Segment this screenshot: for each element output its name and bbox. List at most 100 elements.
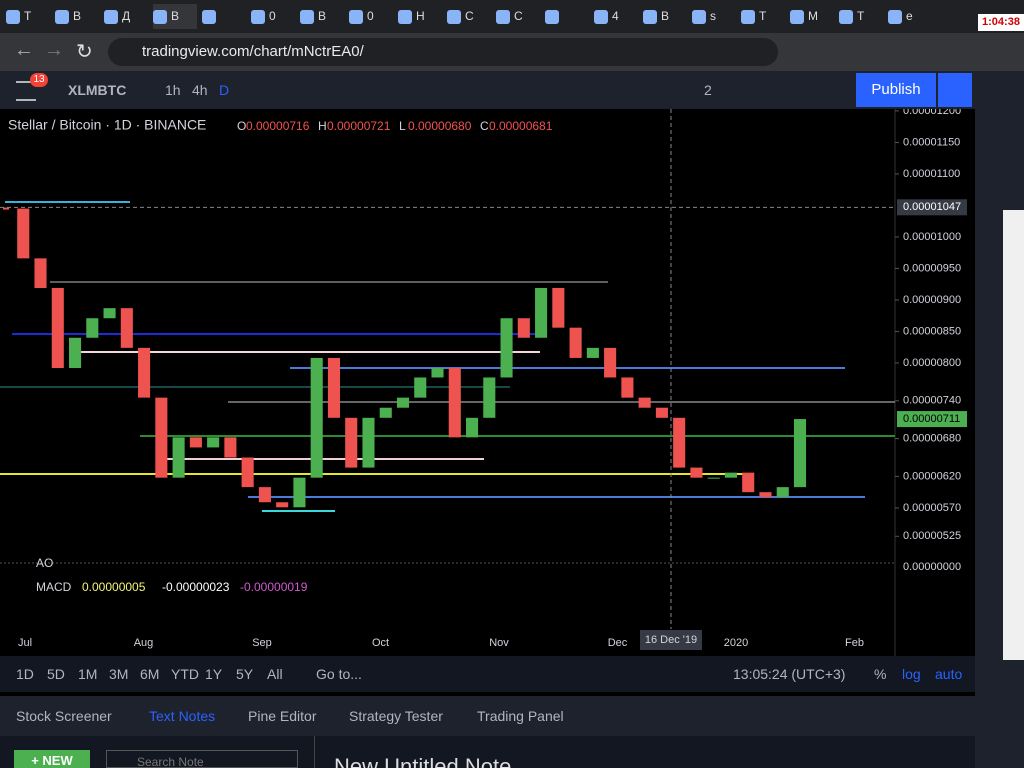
candle <box>138 347 151 398</box>
background-window <box>1003 210 1024 660</box>
toolbar: 13 XLMBTC 1h 4h D 2 Publish <box>0 71 975 109</box>
range-button[interactable]: 6M <box>140 666 160 682</box>
panel-tab[interactable]: Stock Screener <box>16 708 112 724</box>
browser-tab[interactable]: В <box>55 4 99 29</box>
candle <box>569 327 582 358</box>
macd-value: 0.00000005 <box>82 580 146 594</box>
browser-tab[interactable]: В <box>643 4 687 29</box>
browser-tab[interactable]: В <box>300 4 344 29</box>
candle <box>621 377 634 398</box>
time: 13:05:24 (UTC+3) <box>733 666 846 682</box>
price-tag <box>897 199 967 216</box>
publish-button[interactable]: Publish <box>856 73 936 107</box>
range-button[interactable]: 1D <box>16 666 34 682</box>
macd-value: -0.00000019 <box>240 580 308 594</box>
candle <box>742 472 755 493</box>
tab-title: e <box>906 9 913 23</box>
divider <box>314 736 315 768</box>
browser-tab[interactable]: T <box>6 4 50 29</box>
panel-tabs: Stock Screener Text Notes Pine Editor Strat… <box>0 696 975 736</box>
browser-tab[interactable] <box>545 4 589 29</box>
range-button[interactable]: All <box>267 666 283 682</box>
range-button[interactable]: 3M <box>109 666 129 682</box>
interval[interactable]: 1h <box>165 82 181 98</box>
browser-tab[interactable]: Н <box>398 4 442 29</box>
ohlc-key: L <box>399 119 406 133</box>
browser-tab[interactable]: M <box>790 4 834 29</box>
panel-tab[interactable]: Strategy Tester <box>349 708 443 724</box>
browser-tab[interactable] <box>202 4 246 29</box>
tab-title: В <box>171 9 180 23</box>
back[interactable]: ← <box>14 39 34 61</box>
interval[interactable]: 4h <box>192 82 208 98</box>
y-tick-label: 0.00000525 <box>903 530 961 542</box>
browser-tab[interactable]: Д <box>104 4 148 29</box>
panel-tab[interactable]: Pine Editor <box>248 708 317 724</box>
browser-tab[interactable]: 0 <box>251 4 295 29</box>
browser-tab[interactable]: С <box>447 4 491 29</box>
browser-tab[interactable]: e <box>888 4 932 29</box>
goto[interactable]: Go to... <box>316 666 362 682</box>
tab-title: В <box>318 9 327 23</box>
tab-title: 0 <box>367 9 374 23</box>
url[interactable]: tradingview.com/chart/mNctrEA0/ <box>108 38 778 66</box>
candle <box>379 407 392 418</box>
y-tick-label: 0.00000570 <box>903 502 961 514</box>
ohlc-key: H <box>318 119 327 133</box>
candle <box>258 487 271 503</box>
range-button[interactable]: 5D <box>47 666 65 682</box>
y-tick-label: 0.00001150 <box>903 136 960 148</box>
range-button[interactable]: 1Y <box>205 666 223 682</box>
y-tick-label: 0.00000680 <box>903 433 961 445</box>
browser-tab[interactable]: 4 <box>594 4 638 29</box>
range-button[interactable]: 1M <box>78 666 98 682</box>
y-tick-label: 0.00000950 <box>903 262 961 274</box>
range-button[interactable]: YTD <box>171 666 199 682</box>
candle <box>327 357 340 418</box>
auto[interactable]: auto <box>935 666 963 682</box>
symbol[interactable]: XLMBTC <box>68 82 127 98</box>
browser-tab[interactable]: С <box>496 4 540 29</box>
menu[interactable] <box>16 81 36 101</box>
new-button[interactable]: + NEW <box>14 750 90 768</box>
x-tick-label: Jul <box>18 637 32 649</box>
forward[interactable]: → <box>44 39 64 61</box>
candle <box>414 377 427 398</box>
browser-tab[interactable]: T <box>839 4 883 29</box>
browser-tab[interactable]: 0 <box>349 4 393 29</box>
candle <box>207 437 220 448</box>
candle <box>189 437 202 448</box>
layouts[interactable]: 2 <box>704 82 712 98</box>
x-tick-label: Sep <box>252 637 272 649</box>
chart-title: Stellar / Bitcoin · 1D · BINANCE <box>8 117 206 133</box>
candle <box>517 318 530 338</box>
candle <box>293 477 306 508</box>
candle <box>466 417 479 438</box>
search[interactable]: Search Note <box>106 750 298 768</box>
panel-tab[interactable]: Trading Panel <box>477 708 564 724</box>
ohlc-value: 0.00000716 <box>246 119 310 133</box>
reload[interactable]: ↻ <box>76 41 93 63</box>
percent[interactable]: % <box>874 666 887 682</box>
range-button[interactable]: 5Y <box>236 666 254 682</box>
ohlc-key: O <box>237 119 246 133</box>
candle <box>69 337 82 369</box>
candle <box>448 368 461 438</box>
replay[interactable] <box>938 73 972 107</box>
y-tick-label: 0.00000850 <box>903 325 961 337</box>
log[interactable]: log <box>902 666 921 682</box>
panel-tab[interactable]: Text Notes <box>149 708 216 724</box>
browser-tab[interactable]: s <box>692 4 736 29</box>
tab-title: Н <box>416 9 425 23</box>
interval[interactable]: D <box>219 82 230 98</box>
candle <box>673 417 686 468</box>
y-tick-label: 0.00001000 <box>903 231 961 243</box>
candle <box>224 437 237 458</box>
y-tick-label: 0.00001100 <box>903 168 960 180</box>
browser-tab[interactable]: В <box>153 4 197 29</box>
candle <box>362 417 375 468</box>
tab-title: С <box>514 9 523 23</box>
browser-tab[interactable]: T <box>741 4 785 29</box>
candle <box>431 368 444 378</box>
chart: Stellar / Bitcoin · 1D · BINANCE AO MACD… <box>0 109 975 656</box>
